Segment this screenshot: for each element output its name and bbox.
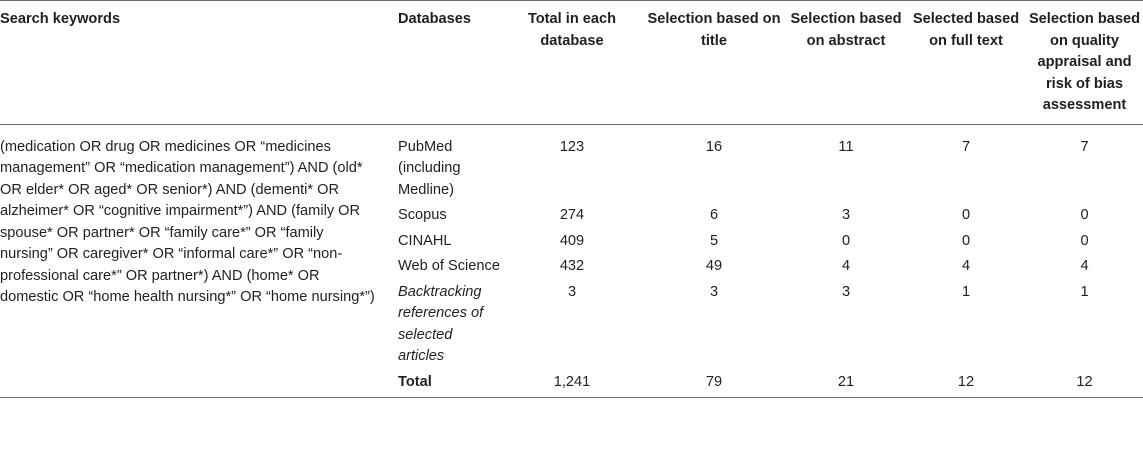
table-row: (medication OR drug OR medicines OR “med… <box>0 137 1143 306</box>
total-in-database: 432 <box>559 258 585 274</box>
table-row: Scopus 274 6 3 0 0 <box>0 205 1143 231</box>
selected-full-text: 0 <box>961 207 971 223</box>
header-selected-full-text: Selected based on full text <box>906 0 1026 125</box>
table-row: Web of Science 432 49 4 4 4 <box>0 256 1143 282</box>
total-in-database: 409 <box>559 232 585 249</box>
header-row: Search keywords Databases Total in each … <box>0 0 1143 125</box>
database-name: PubMed (including Medline) <box>398 138 461 198</box>
database-name: CINAHL <box>398 232 452 249</box>
bottom-rule <box>0 397 1143 398</box>
selection-quality: 12 <box>1076 373 1093 390</box>
total-in-database: 3 <box>567 283 577 300</box>
selected-full-text: 0 <box>961 232 971 249</box>
header-databases: Databases <box>398 0 502 125</box>
selection-quality: 1 <box>1080 283 1089 300</box>
selection-abstract: 3 <box>841 283 851 300</box>
total-in-database: 123 <box>559 138 585 155</box>
selection-abstract: 3 <box>841 207 851 223</box>
header-search-keywords: Search keywords <box>0 0 398 125</box>
total-label: Total <box>398 373 432 390</box>
selection-title: 16 <box>705 138 723 155</box>
selection-title: 79 <box>705 373 723 390</box>
selection-title: 49 <box>705 258 723 274</box>
database-name: Web of Science <box>398 258 500 274</box>
selection-quality: 4 <box>1080 258 1089 274</box>
total-row: Total 1,241 79 21 12 12 <box>0 372 1143 398</box>
selected-full-text: 1 <box>961 283 971 300</box>
selection-quality: 0 <box>1080 232 1089 249</box>
database-name: Backtracking references of selected arti… <box>398 283 484 365</box>
header-selection-abstract: Selection based on abstract <box>786 0 906 125</box>
selection-quality: 0 <box>1080 207 1089 223</box>
header-total-in-database: Total in each database <box>502 0 642 125</box>
table-row: Backtracking references of selected arti… <box>0 282 1143 372</box>
selection-abstract: 21 <box>837 373 855 390</box>
selected-full-text: 12 <box>957 373 975 390</box>
selection-abstract: 11 <box>838 138 854 155</box>
total-in-database: 1,241 <box>553 373 591 390</box>
database-name: Scopus <box>398 207 447 223</box>
table-row: CINAHL 409 5 0 0 0 <box>0 231 1143 257</box>
header-selection-title: Selection based on title <box>642 0 786 125</box>
header-selection-quality: Selection based on quality appraisal and… <box>1026 0 1143 125</box>
selection-title: 6 <box>709 207 719 223</box>
selection-abstract: 4 <box>841 258 851 274</box>
selection-abstract: 0 <box>841 232 851 249</box>
selected-full-text: 7 <box>961 138 971 155</box>
selection-title: 5 <box>709 232 719 249</box>
selection-quality: 7 <box>1080 138 1089 155</box>
search-results-table: Search keywords Databases Total in each … <box>0 0 1143 398</box>
total-in-database: 274 <box>559 207 585 223</box>
search-keywords-cell: (medication OR drug OR medicines OR “med… <box>0 138 375 306</box>
selection-title: 3 <box>709 283 719 300</box>
selected-full-text: 4 <box>961 258 971 274</box>
